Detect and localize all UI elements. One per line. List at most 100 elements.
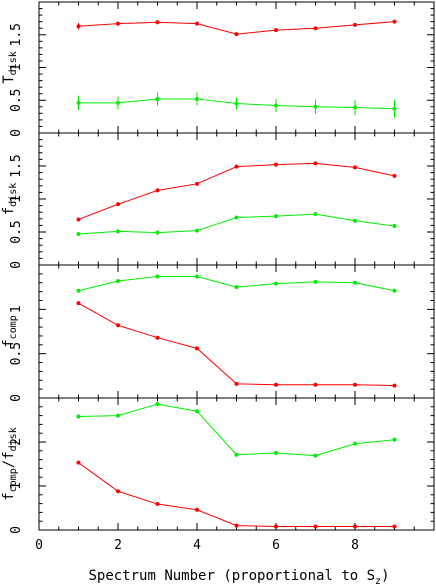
- series-2: [76, 92, 397, 118]
- data-point: [313, 26, 318, 31]
- data-point: [234, 523, 239, 528]
- y-tick-label: 1: [9, 64, 24, 72]
- data-point: [195, 96, 199, 101]
- data-point: [313, 212, 318, 217]
- data-point: [353, 165, 357, 170]
- data-point: [116, 21, 120, 26]
- panel-4: 0 1 2 0 2 4 6 8 fcomp/fdisk: [1, 397, 435, 553]
- data-point: [155, 20, 160, 25]
- data-point: [195, 181, 199, 186]
- data-point: [76, 414, 81, 419]
- panel-frame: [38, 397, 435, 531]
- data-point: [76, 100, 81, 105]
- data-point: [155, 335, 160, 340]
- data-point: [195, 507, 199, 512]
- data-point: [392, 524, 397, 529]
- data-point: [234, 285, 239, 290]
- data-point: [392, 19, 397, 24]
- series-line: [78, 302, 395, 387]
- data-point: [313, 453, 318, 458]
- data-point: [234, 215, 239, 220]
- data-point: [116, 323, 120, 328]
- data-point: [274, 214, 278, 219]
- series-line: [78, 162, 395, 220]
- data-point: [195, 228, 199, 233]
- data-point: [274, 281, 278, 286]
- panel-frame: [38, 1, 435, 134]
- y-axis-label: fcomp: [1, 315, 19, 348]
- x-tick-label: 4: [193, 538, 201, 553]
- series-line: [78, 462, 395, 527]
- y-tick-label: 0.5: [9, 89, 24, 112]
- series-1: [76, 460, 397, 529]
- data-point: [155, 96, 160, 101]
- data-point: [234, 101, 239, 106]
- series-line: [78, 403, 395, 457]
- data-point: [353, 280, 357, 285]
- data-point: [274, 103, 278, 108]
- x-tick-label: 2: [114, 538, 122, 553]
- data-point: [195, 346, 199, 351]
- data-point: [353, 382, 357, 387]
- y-tick-label: 1: [9, 482, 24, 490]
- data-point: [155, 188, 160, 193]
- data-point: [353, 218, 357, 223]
- data-point: [195, 274, 199, 279]
- y-tick-label: 0: [9, 394, 24, 402]
- y-tick-label: 1.5: [9, 154, 24, 177]
- series-1: [76, 161, 397, 222]
- series-1: [76, 301, 397, 388]
- y-tick-label: 0.5: [9, 220, 24, 243]
- data-point: [116, 489, 120, 494]
- x-axis-label: Spectrum Number (proportional to Sz): [88, 568, 389, 586]
- data-point: [313, 161, 318, 166]
- data-point: [313, 382, 318, 387]
- data-point: [392, 224, 397, 229]
- data-point: [274, 28, 278, 33]
- data-point: [234, 381, 239, 386]
- data-point: [76, 217, 81, 222]
- x-tick-label: 0: [35, 538, 43, 553]
- data-point: [116, 413, 120, 418]
- y-tick-label: 0.5: [9, 342, 24, 365]
- data-point: [234, 452, 239, 457]
- data-point: [274, 162, 278, 167]
- data-point: [353, 22, 357, 27]
- data-point: [274, 524, 278, 529]
- data-point: [234, 32, 239, 37]
- data-point: [76, 231, 81, 236]
- data-point: [392, 106, 397, 111]
- y-tick-label: 0: [9, 129, 24, 137]
- data-point: [353, 441, 357, 446]
- data-point: [195, 21, 199, 26]
- data-point: [116, 278, 120, 283]
- y-tick-label: 1: [9, 305, 24, 313]
- data-point: [274, 451, 278, 455]
- data-point: [76, 301, 81, 306]
- data-point: [392, 437, 397, 442]
- data-point: [313, 524, 318, 529]
- y-axis-label: fdisk: [1, 183, 19, 216]
- panel-frame: [38, 264, 435, 399]
- data-point: [392, 383, 397, 388]
- data-point: [116, 229, 120, 234]
- data-point: [76, 288, 81, 293]
- y-tick-label: 1: [9, 195, 24, 203]
- data-point: [155, 402, 160, 407]
- data-point: [353, 524, 357, 529]
- x-tick-label: 6: [272, 538, 280, 553]
- data-point: [155, 502, 160, 507]
- data-point: [195, 409, 199, 414]
- data-point: [353, 105, 357, 110]
- data-point: [155, 230, 160, 235]
- series-2: [76, 212, 397, 236]
- y-axis-label: Tdisk: [1, 51, 19, 84]
- y-tick-label: 1.5: [9, 23, 24, 46]
- data-point: [234, 164, 239, 169]
- data-point: [76, 24, 81, 29]
- data-point: [155, 274, 160, 279]
- series-2: [76, 274, 397, 293]
- data-point: [76, 460, 81, 465]
- y-axis-label: fcomp/fdisk: [1, 427, 19, 500]
